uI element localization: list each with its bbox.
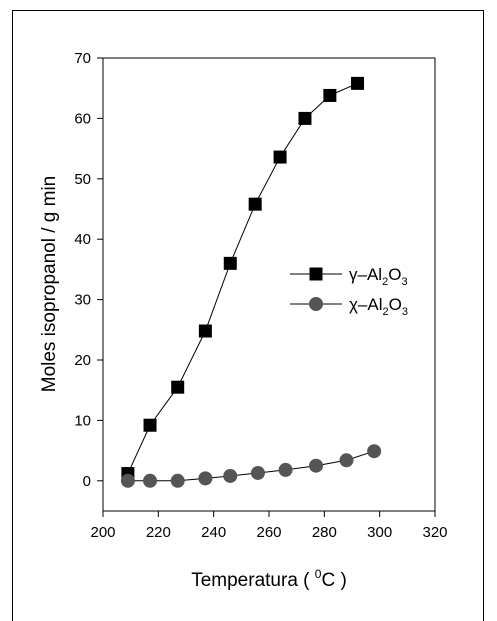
y-tick-label: 0 bbox=[83, 473, 91, 490]
legend: γ–Al2O3 χ–Al2O3 bbox=[290, 265, 408, 318]
legend-label: γ–Al2O3 bbox=[349, 265, 408, 288]
legend-marker bbox=[309, 297, 323, 311]
series-line bbox=[127, 82, 358, 474]
data-point bbox=[223, 256, 237, 270]
legend-marker bbox=[309, 267, 323, 281]
y-tick-label: 50 bbox=[74, 171, 91, 188]
data-point bbox=[367, 444, 382, 459]
data-point bbox=[298, 111, 312, 125]
x-tick-label: 320 bbox=[422, 524, 447, 541]
y-tick-label: 40 bbox=[74, 231, 91, 248]
data-point bbox=[323, 88, 337, 102]
data-point bbox=[278, 462, 293, 477]
data-point bbox=[273, 150, 287, 164]
x-tick-label: 240 bbox=[201, 524, 226, 541]
series-2 bbox=[120, 444, 382, 488]
data-point bbox=[171, 380, 185, 394]
legend-entry-2: χ–Al2O3 bbox=[290, 295, 408, 318]
legend-label: χ–Al2O3 bbox=[349, 295, 408, 318]
data-point bbox=[198, 324, 212, 338]
series-1 bbox=[121, 76, 365, 481]
data-point bbox=[250, 465, 265, 480]
y-tick-label: 70 bbox=[74, 50, 91, 67]
x-axis-title-superscript: 0 bbox=[315, 567, 322, 581]
legend-entry-1: γ–Al2O3 bbox=[290, 265, 408, 288]
y-tick-label: 60 bbox=[74, 110, 91, 127]
y-tick-label: 30 bbox=[74, 292, 91, 309]
x-axis-title: Temperatura ( 0C ) bbox=[191, 567, 347, 591]
x-tick-label: 280 bbox=[312, 524, 337, 541]
data-point bbox=[309, 458, 324, 473]
data-point bbox=[143, 418, 157, 432]
y-axis-title: Moles isopropanol / g min bbox=[39, 176, 60, 393]
data-point bbox=[143, 473, 158, 488]
data-point bbox=[223, 468, 238, 483]
series-layer bbox=[120, 76, 382, 488]
axis-ticks: 200 220 240 260 280 300 320 0 10 20 30 40 50 60 70 bbox=[74, 50, 447, 541]
data-point bbox=[339, 453, 354, 468]
x-tick-label: 200 bbox=[90, 524, 115, 541]
x-tick-label: 260 bbox=[256, 524, 281, 541]
data-point bbox=[120, 473, 135, 488]
data-point bbox=[198, 471, 213, 486]
series-line bbox=[127, 450, 375, 482]
figure-frame bbox=[12, 10, 484, 621]
data-point bbox=[351, 76, 365, 90]
y-tick-label: 10 bbox=[74, 412, 91, 429]
y-tick-label: 20 bbox=[74, 352, 91, 369]
data-point bbox=[248, 197, 262, 211]
x-tick-label: 300 bbox=[367, 524, 392, 541]
x-tick-label: 220 bbox=[146, 524, 171, 541]
data-point bbox=[170, 473, 185, 488]
